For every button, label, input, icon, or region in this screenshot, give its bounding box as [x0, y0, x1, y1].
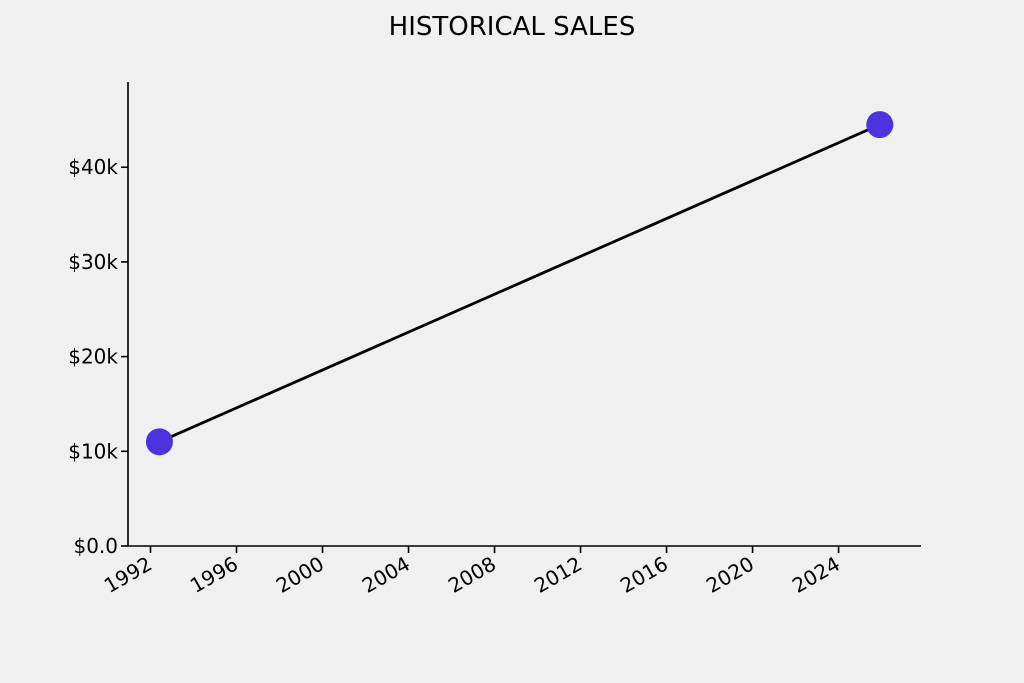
x-tick-label: 2012 — [530, 552, 586, 598]
x-tick-label: 2024 — [788, 552, 844, 598]
x-tick-label: 1996 — [186, 552, 242, 598]
data-point — [145, 428, 173, 456]
y-tick-label: $30k — [68, 250, 118, 274]
x-tick-label: 1992 — [100, 552, 156, 598]
x-tick-label: 2004 — [358, 552, 414, 598]
y-tick-label: $10k — [68, 439, 118, 463]
x-tick-label: 2020 — [702, 552, 758, 598]
data-point — [866, 111, 894, 139]
x-tick-label: 2016 — [616, 552, 672, 598]
series-line — [158, 123, 881, 444]
plot-area: $0.0 $10k $20k $30k $40k 1992 1996 2000 2004 2008… — [68, 82, 921, 598]
y-tick-label: $20k — [68, 345, 118, 369]
chart-title: HISTORICAL SALES — [389, 12, 636, 42]
x-tick-label: 2000 — [272, 552, 328, 598]
y-tick-label: $0.0 — [73, 534, 118, 558]
y-tick-label: $40k — [68, 155, 118, 179]
x-tick-label: 2008 — [444, 552, 500, 598]
